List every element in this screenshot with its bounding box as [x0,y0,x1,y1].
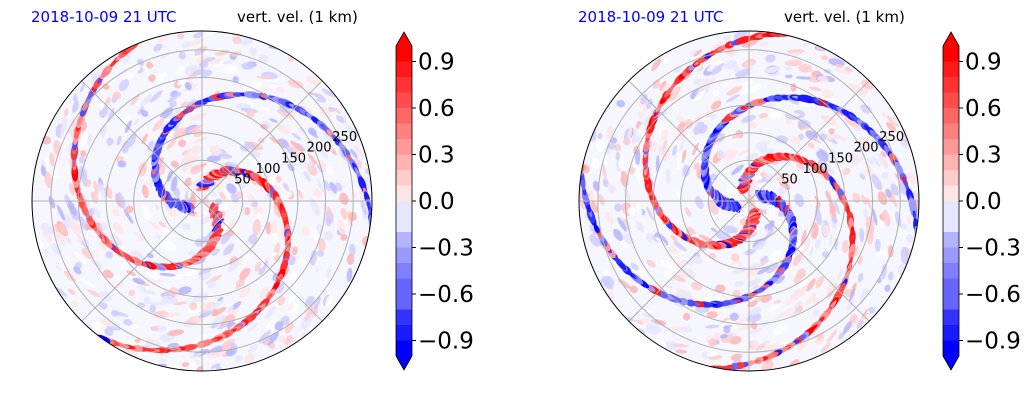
grid-spoke [201,200,323,322]
colorbar-segment [943,139,959,155]
radial-tick-label: 250 [332,130,357,145]
colorbar-segment [396,309,412,326]
colorbar-tick-label: 0.3 [418,143,455,169]
colorbar-segment [943,247,959,264]
grid-spoke [81,80,203,202]
colorbar-segment [943,92,959,109]
colorbar-extend-max [943,32,959,46]
colorbar: 0.9 0.6 0.3 0.0 −0.3 −0.6 −0.9 [395,31,474,371]
colorbar-segment [943,325,959,341]
colorbar-segment [396,201,412,217]
colorbar-segment [943,77,959,93]
radial-tick-label: 200 [854,141,879,156]
radial-tick-label: 50 [234,173,251,188]
colorbar-tick-label: 0.0 [418,189,455,215]
polar-frame [578,30,920,372]
colorbar-segment [396,232,412,248]
chart-panel-2: 2018-10-09 21 UTC vert. vel. (1 km) 50 10… [547,0,1036,401]
colorbar-extend-min [943,356,959,370]
radial-tick-label: 100 [803,162,828,177]
grid-spoke [628,80,750,202]
grid-spoke [748,80,870,202]
radial-tick-label: 50 [781,173,798,188]
colorbar-outline [395,31,413,371]
colorbar-segment [396,294,412,310]
colorbar-segment [943,185,959,202]
colorbar-segment [396,108,412,124]
colorbar-segment [396,325,412,341]
colorbar-tick-label: −0.9 [418,329,474,355]
colorbar-segment [943,278,959,295]
chart-title-left: 2018-10-09 21 UTC [31,8,177,26]
colorbar-segment [396,170,412,186]
chart-title-right: vert. vel. (1 km) [237,8,358,26]
colorbar-tick-label: −0.3 [418,236,474,262]
radial-tick-label: 200 [307,141,332,156]
colorbar-segment [943,263,959,279]
radial-tick-label: 250 [879,130,904,145]
colorbar-segment [943,154,959,171]
colorbar-tick-label: 0.3 [965,143,1002,169]
polar-frame [31,30,373,372]
colorbar-tick-label: 0.9 [965,50,1002,76]
polar-grid [32,31,372,371]
colorbar-segment [943,340,959,357]
colorbar-segment [943,216,959,233]
radial-tick-label: 150 [828,151,853,166]
grid-spoke [201,80,323,202]
colorbar-segment [396,61,412,78]
colorbar-extend-min [396,356,412,370]
colorbar-segment [943,108,959,124]
colorbar-segment [396,247,412,264]
colorbar-segment [396,263,412,279]
colorbar-segment [396,77,412,93]
chart-panel-1: 2018-10-09 21 UTC vert. vel. (1 km) 50 10… [31,8,474,372]
colorbar-segment [943,232,959,248]
chart-title-right: vert. vel. (1 km) [784,8,905,26]
grid-spoke [748,200,870,322]
colorbar-tick-label: 0.6 [965,96,1002,122]
polar-grid [579,31,919,371]
colorbar-outline [942,31,960,371]
grid-spoke [81,200,203,322]
colorbar-segment [943,61,959,78]
colorbar-segment [396,46,412,62]
colorbar-segment [396,139,412,155]
colorbar-segment [396,278,412,295]
colorbar-segment [396,216,412,233]
colorbar-segment [943,46,959,62]
colorbar-segment [396,185,412,202]
colorbar-segment [943,294,959,310]
colorbar-segment [943,309,959,326]
colorbar-extend-max [396,32,412,46]
colorbar-tick-label: −0.9 [965,329,1021,355]
radial-tick-label: 100 [256,162,281,177]
colorbar-tick-label: 0.6 [418,96,455,122]
colorbar-segment [943,170,959,186]
colorbar-tick-label: −0.6 [418,282,474,308]
colorbar-tick-label: −0.3 [965,236,1021,262]
colorbar-segment [943,201,959,217]
colorbar-segment [396,123,412,140]
colorbar-segment [396,340,412,357]
chart-title-left: 2018-10-09 21 UTC [578,8,724,26]
grid-spoke [628,200,750,322]
colorbar-tick-label: −0.6 [965,282,1021,308]
colorbar: 0.9 0.6 0.3 0.0 −0.3 −0.6 −0.9 [942,31,1021,371]
colorbar-segment [396,92,412,109]
colorbar-segment [943,123,959,140]
radial-tick-label: 150 [281,151,306,166]
colorbar-tick-label: 0.9 [418,50,455,76]
colorbar-segment [396,154,412,171]
colorbar-tick-label: 0.0 [965,189,1002,215]
